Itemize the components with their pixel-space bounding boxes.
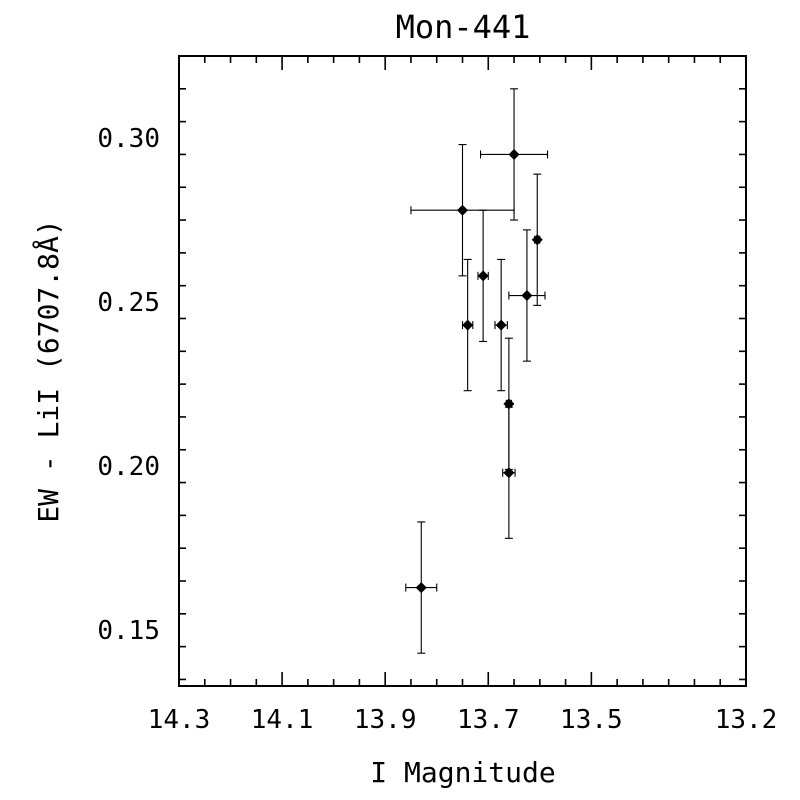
data-point-5 [494, 258, 508, 392]
x-tick-label: 13.9 [354, 705, 417, 735]
data-points [405, 88, 549, 654]
diamond-marker [495, 319, 507, 331]
data-point-7 [502, 406, 516, 539]
y-tick-label: 0.20 [97, 452, 160, 482]
data-point-1 [405, 521, 438, 654]
diamond-marker [457, 204, 468, 216]
data-point-8 [479, 88, 549, 221]
data-point-9 [508, 229, 546, 362]
axis-ticks [178, 55, 747, 686]
diamond-marker [531, 234, 543, 246]
diamond-marker [508, 148, 520, 160]
y-tick-label: 0.15 [97, 616, 160, 646]
data-point-2 [410, 144, 515, 277]
y-tick-label: 0.30 [97, 124, 160, 154]
data-point-3 [461, 258, 474, 392]
x-tick-labels: 14.3 14.1 13.9 13.7 13.5 13.2 [148, 705, 778, 735]
diamond-marker [477, 270, 489, 282]
x-tick-label: 13.7 [457, 705, 520, 735]
diamond-marker [521, 290, 533, 302]
chart-title: Mon-441 [396, 8, 531, 46]
y-tick-labels: 0.15 0.20 0.25 0.30 [97, 124, 160, 646]
x-axis-label: I Magnitude [370, 756, 555, 789]
data-point-4 [477, 209, 489, 343]
y-axis-label: EW - LiI (6707.8Å) [31, 219, 65, 522]
x-tick-label: 13.5 [560, 705, 623, 735]
x-tick-label: 14.1 [251, 705, 314, 735]
diamond-marker [415, 582, 427, 594]
data-point-10 [531, 173, 543, 306]
diamond-marker [503, 467, 515, 479]
x-tick-label: 14.3 [148, 705, 211, 735]
diamond-marker [462, 319, 474, 331]
x-tick-label: 13.2 [715, 705, 778, 735]
y-tick-label: 0.25 [97, 288, 160, 318]
